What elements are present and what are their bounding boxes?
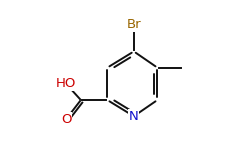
Text: Br: Br bbox=[126, 18, 141, 32]
Text: HO: HO bbox=[56, 77, 76, 90]
Text: O: O bbox=[61, 113, 71, 126]
Text: N: N bbox=[129, 110, 139, 123]
